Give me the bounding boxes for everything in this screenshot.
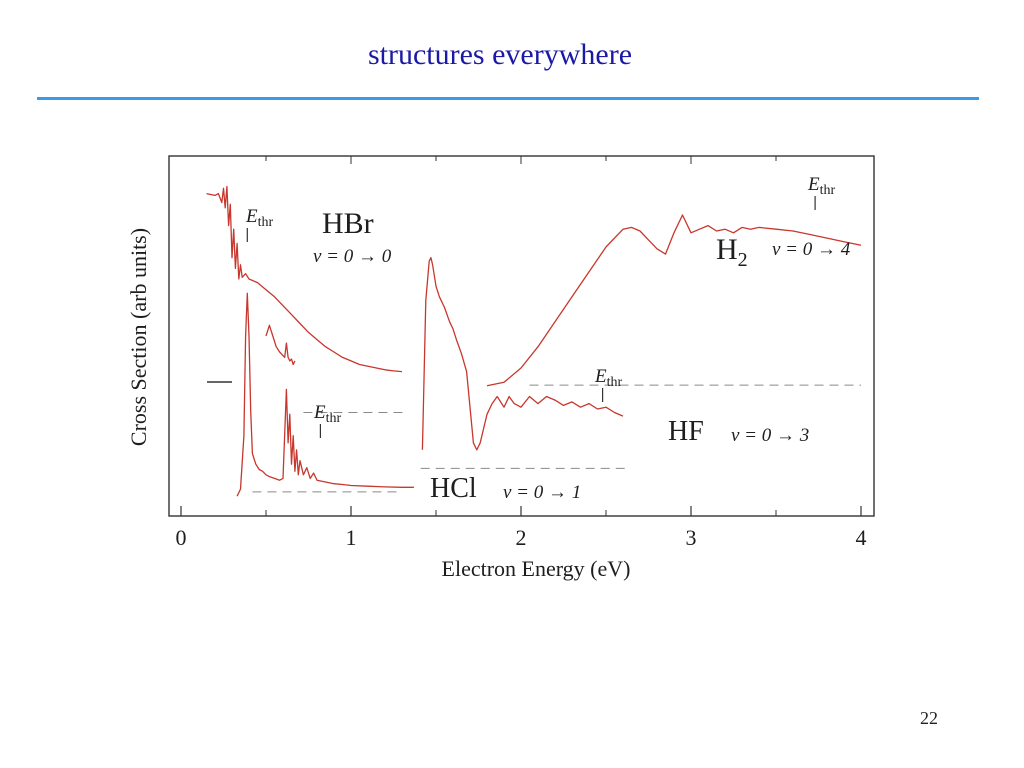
- series-annotation-hbr: v = 0 → 0: [313, 246, 392, 267]
- x-tick-label: 3: [686, 525, 697, 550]
- title-underline: [37, 97, 979, 100]
- threshold-label-h2: Ethr: [807, 174, 835, 198]
- page-number: 22: [920, 708, 938, 728]
- slide-title: structures everywhere: [367, 38, 633, 71]
- plot-frame: [168, 155, 875, 517]
- x-tick-label: 2: [516, 525, 527, 550]
- series-line-h2: [486, 214, 862, 387]
- series-line-hf: [421, 257, 624, 451]
- x-tick-label: 1: [346, 525, 357, 550]
- y-axis-label: Cross Section (arb units): [126, 228, 151, 446]
- x-tick-label: 4: [856, 525, 867, 550]
- series-annotation-hf: v = 0 → 3: [731, 425, 809, 446]
- series-name-hf: HF: [668, 416, 704, 447]
- series-line-hcl: [236, 292, 414, 497]
- threshold-label-hcl: Ethr: [313, 402, 341, 426]
- series-name-h2: H2: [716, 233, 748, 271]
- threshold-label-hbr: Ethr: [245, 206, 273, 230]
- threshold-label-hf: Ethr: [594, 366, 622, 390]
- series-annotation-hcl: v = 0 → 1: [503, 482, 581, 503]
- series-annotation-h2: v = 0 → 4: [772, 239, 851, 260]
- series-line-hbr: [206, 185, 403, 373]
- x-tick-label: 0: [176, 525, 187, 550]
- series-name-hcl: HCl: [430, 473, 477, 504]
- series-name-hbr: HBr: [322, 207, 374, 240]
- series-line-hcl-inset: [265, 324, 296, 366]
- x-axis-label: Electron Energy (eV): [442, 556, 631, 581]
